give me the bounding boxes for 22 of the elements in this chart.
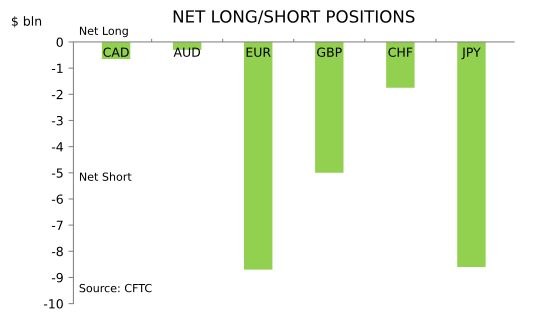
text: Net Long (80, 26, 128, 38)
chart-title: NET LONG/SHORT POSITIONS (174, 10, 414, 24)
y-axis-title: $ bln (12, 16, 42, 28)
x-tick-label: AUD (174, 48, 200, 57)
y-tick-label: -9 (52, 272, 63, 282)
y-tick-label: -7 (52, 220, 63, 230)
y-tick-label: 0 (56, 37, 63, 47)
x-tick-label: JPY (462, 48, 481, 60)
y-tick-label: -4 (52, 142, 64, 152)
annotation: Net Short (80, 172, 132, 181)
y-tick-label: -6 (52, 194, 63, 204)
x-tick-label: CHF (388, 47, 412, 57)
y-tick-label: -10 (44, 299, 63, 309)
y-tick-label: -1 (52, 64, 63, 73)
y-tick-label: -8 (52, 246, 63, 256)
annotation: Source: CFTC (80, 284, 152, 292)
x-tick-label: EUR (246, 48, 271, 57)
x-tick-label: CAD (103, 47, 129, 57)
y-tick-label: -3 (52, 116, 63, 126)
y-tick-label: -2 (52, 90, 62, 100)
y-tick-label: -5 (52, 168, 63, 178)
x-tick-label: GBP (317, 47, 342, 57)
